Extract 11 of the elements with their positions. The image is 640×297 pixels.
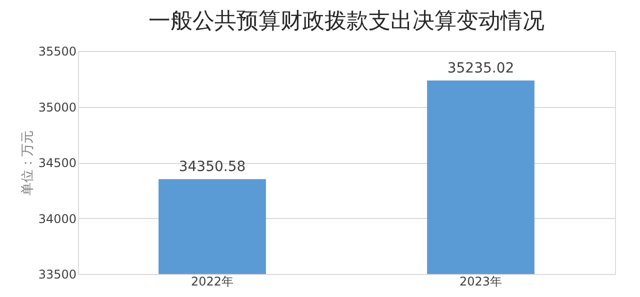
y-axis-title: 单位：万元 (20, 130, 36, 196)
y-tick-label: 35000 (38, 100, 76, 114)
x-tick-label: 2022年 (190, 274, 234, 288)
chart-title: 一般公共预算财政拨款支出决算变动情况 (148, 9, 544, 34)
data-label: 35235.02 (447, 60, 514, 77)
y-tick-label: 35500 (38, 44, 76, 58)
y-tick-label: 34000 (38, 212, 76, 226)
y-tick-label: 34500 (38, 156, 76, 170)
y-tick-label: 33500 (38, 268, 76, 282)
x-tick-label: 2023年 (459, 274, 502, 288)
data-label: 34350.58 (178, 159, 246, 176)
